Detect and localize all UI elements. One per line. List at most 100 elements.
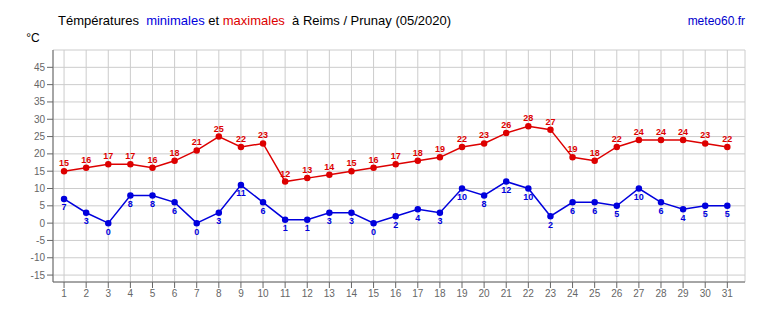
svg-text:15: 15 xyxy=(346,158,356,168)
svg-text:5: 5 xyxy=(703,209,708,219)
svg-text:12: 12 xyxy=(280,169,290,179)
svg-text:-10: -10 xyxy=(31,252,46,263)
svg-text:7: 7 xyxy=(62,202,67,212)
svg-text:1: 1 xyxy=(283,223,288,233)
svg-text:15: 15 xyxy=(368,288,380,299)
svg-text:4: 4 xyxy=(415,213,420,223)
svg-text:5: 5 xyxy=(725,209,730,219)
svg-text:3: 3 xyxy=(327,216,332,226)
svg-text:18: 18 xyxy=(170,148,180,158)
svg-text:4: 4 xyxy=(681,213,686,223)
svg-text:17: 17 xyxy=(103,151,113,161)
svg-text:30: 30 xyxy=(700,288,712,299)
svg-text:24: 24 xyxy=(634,127,644,137)
svg-text:5: 5 xyxy=(39,200,45,211)
svg-text:17: 17 xyxy=(125,151,135,161)
svg-text:22: 22 xyxy=(523,288,535,299)
svg-text:25: 25 xyxy=(589,288,601,299)
svg-text:27: 27 xyxy=(545,117,555,127)
svg-text:10: 10 xyxy=(457,192,467,202)
svg-text:14: 14 xyxy=(346,288,358,299)
svg-text:24: 24 xyxy=(678,127,688,137)
svg-text:7: 7 xyxy=(194,288,200,299)
svg-text:17: 17 xyxy=(391,151,401,161)
svg-text:18: 18 xyxy=(413,148,423,158)
svg-text:8: 8 xyxy=(482,199,487,209)
svg-text:11: 11 xyxy=(236,188,246,198)
svg-text:10: 10 xyxy=(523,192,533,202)
svg-text:21: 21 xyxy=(501,288,513,299)
svg-text:6: 6 xyxy=(570,206,575,216)
svg-text:2: 2 xyxy=(548,220,553,230)
svg-text:2: 2 xyxy=(83,288,89,299)
svg-text:21: 21 xyxy=(192,137,202,147)
svg-text:8: 8 xyxy=(216,288,222,299)
svg-text:22: 22 xyxy=(612,134,622,144)
svg-text:0: 0 xyxy=(194,227,199,237)
svg-text:10: 10 xyxy=(634,192,644,202)
svg-text:1: 1 xyxy=(61,288,67,299)
svg-text:29: 29 xyxy=(678,288,690,299)
svg-text:10: 10 xyxy=(34,183,46,194)
svg-text:20: 20 xyxy=(34,148,46,159)
svg-text:14: 14 xyxy=(324,162,334,172)
svg-text:23: 23 xyxy=(545,288,557,299)
svg-text:18: 18 xyxy=(590,148,600,158)
svg-text:8: 8 xyxy=(128,199,133,209)
svg-text:31: 31 xyxy=(722,288,734,299)
svg-text:0: 0 xyxy=(39,218,45,229)
svg-text:19: 19 xyxy=(456,288,468,299)
svg-text:16: 16 xyxy=(390,288,402,299)
svg-text:19: 19 xyxy=(435,144,445,154)
svg-text:5: 5 xyxy=(614,209,619,219)
svg-text:15: 15 xyxy=(34,166,46,177)
svg-text:3: 3 xyxy=(349,216,354,226)
svg-text:10: 10 xyxy=(257,288,269,299)
svg-text:6: 6 xyxy=(658,206,663,216)
svg-text:0: 0 xyxy=(371,227,376,237)
svg-text:22: 22 xyxy=(236,134,246,144)
svg-text:15: 15 xyxy=(59,158,69,168)
svg-text:6: 6 xyxy=(172,206,177,216)
svg-text:22: 22 xyxy=(722,134,732,144)
svg-text:1: 1 xyxy=(305,223,310,233)
svg-text:6: 6 xyxy=(172,288,178,299)
svg-text:16: 16 xyxy=(147,155,157,165)
svg-text:16: 16 xyxy=(369,155,379,165)
svg-text:3: 3 xyxy=(216,216,221,226)
svg-text:3: 3 xyxy=(437,216,442,226)
svg-text:17: 17 xyxy=(412,288,424,299)
svg-text:6: 6 xyxy=(261,206,266,216)
svg-text:20: 20 xyxy=(479,288,491,299)
svg-text:23: 23 xyxy=(258,130,268,140)
svg-text:26: 26 xyxy=(501,120,511,130)
svg-text:12: 12 xyxy=(302,288,314,299)
svg-text:-15: -15 xyxy=(31,270,46,281)
svg-text:13: 13 xyxy=(324,288,336,299)
svg-text:23: 23 xyxy=(479,130,489,140)
svg-text:23: 23 xyxy=(700,130,710,140)
svg-text:26: 26 xyxy=(611,288,623,299)
svg-text:11: 11 xyxy=(280,288,291,299)
svg-text:19: 19 xyxy=(568,144,578,154)
svg-text:35: 35 xyxy=(34,96,46,107)
svg-text:22: 22 xyxy=(457,134,467,144)
svg-text:0: 0 xyxy=(106,227,111,237)
svg-text:8: 8 xyxy=(150,199,155,209)
svg-text:13: 13 xyxy=(302,165,312,175)
svg-text:4: 4 xyxy=(128,288,134,299)
svg-text:16: 16 xyxy=(81,155,91,165)
svg-text:2: 2 xyxy=(393,220,398,230)
svg-text:°C: °C xyxy=(26,31,40,45)
svg-text:9: 9 xyxy=(238,288,244,299)
svg-text:28: 28 xyxy=(523,113,533,123)
svg-text:-5: -5 xyxy=(36,235,45,246)
svg-text:27: 27 xyxy=(633,288,645,299)
svg-text:3: 3 xyxy=(105,288,111,299)
svg-text:3: 3 xyxy=(84,216,89,226)
svg-text:24: 24 xyxy=(656,127,666,137)
svg-text:40: 40 xyxy=(34,79,46,90)
svg-text:28: 28 xyxy=(655,288,667,299)
svg-text:45: 45 xyxy=(34,62,46,73)
svg-text:25: 25 xyxy=(34,131,46,142)
